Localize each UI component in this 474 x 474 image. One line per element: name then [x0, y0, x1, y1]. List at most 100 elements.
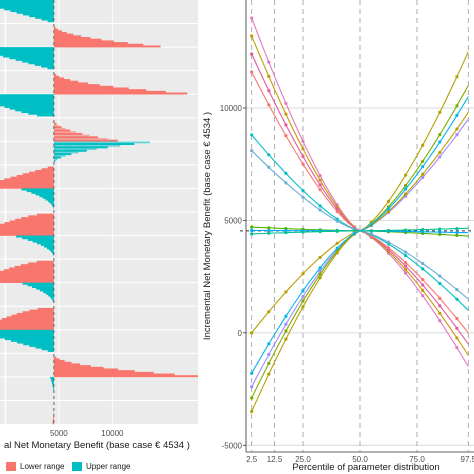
tornado-bar	[53, 122, 57, 125]
tornado-bar	[0, 181, 54, 184]
tornado-bar	[0, 223, 54, 226]
series-point	[318, 255, 322, 259]
tornado-bar	[49, 249, 54, 251]
tornado-bar	[49, 201, 54, 204]
series-point	[386, 207, 391, 211]
tornado-bar	[37, 114, 54, 117]
tornado-bar	[53, 82, 89, 85]
tornado-bar	[53, 388, 54, 391]
tornado-bar	[0, 272, 54, 275]
tornado-bar	[53, 45, 161, 48]
tornado-bar	[53, 254, 54, 257]
series-point	[455, 336, 459, 340]
tornado-bar	[0, 183, 54, 186]
tornado-bar	[53, 87, 129, 90]
tornado-bar	[53, 126, 62, 129]
series-point	[267, 352, 271, 357]
series-point	[421, 143, 425, 147]
tornado-bar	[0, 336, 54, 339]
series-point	[284, 314, 288, 318]
series-point	[455, 227, 459, 231]
tornado-bar	[35, 16, 54, 19]
tornado-bar	[51, 380, 54, 383]
series-point	[318, 183, 322, 187]
series-point	[438, 150, 442, 155]
tornado-bar	[53, 144, 121, 147]
series-point	[301, 154, 305, 159]
tornado-bar	[0, 232, 54, 235]
tornado-bar	[27, 238, 54, 241]
tornado-bar	[4, 338, 54, 341]
tornado-bar	[52, 383, 54, 386]
series-point	[421, 267, 425, 271]
series-point	[301, 305, 305, 309]
tornado-bar	[0, 230, 54, 233]
series-point	[404, 184, 408, 188]
tornado-bar	[53, 42, 128, 45]
tornado-bar	[0, 274, 54, 277]
y-tick-label: -5000	[222, 441, 243, 450]
tornado-bar	[28, 62, 54, 65]
series-point	[455, 230, 459, 235]
tornado-bar	[53, 30, 62, 33]
tornado-bar	[53, 158, 58, 161]
series-point	[250, 16, 254, 20]
tornado-bar	[39, 195, 54, 198]
x-tick-label: 97.5	[461, 455, 474, 464]
tornado-bar	[53, 154, 66, 157]
tornado-bar	[0, 95, 54, 98]
tornado-bar	[0, 6, 54, 9]
series-point	[250, 232, 254, 236]
tornado-bar	[35, 193, 54, 196]
tornado-bar	[53, 74, 57, 77]
tornado-bar	[9, 267, 54, 270]
tornado-bar	[53, 121, 55, 124]
tornado-bar	[16, 235, 54, 238]
series-point	[404, 228, 408, 232]
tornado-bar	[0, 328, 54, 331]
tornado-bar	[4, 178, 54, 181]
tornado-bar	[53, 124, 59, 127]
tornado-bar	[0, 333, 54, 336]
tornado-bar	[44, 245, 54, 248]
series-point	[301, 272, 305, 276]
series-point	[267, 372, 271, 376]
tornado-bar	[53, 141, 150, 144]
tornado-bar	[9, 220, 54, 223]
tornado-bar	[0, 3, 54, 6]
tornado-bar	[53, 84, 100, 87]
tornado-bar	[37, 242, 54, 245]
tornado-bar	[53, 26, 56, 29]
tornado-bar	[53, 356, 57, 359]
series-point	[284, 101, 288, 105]
x-axis-title: al Net Monetary Benefit (base case € 453…	[4, 440, 190, 451]
series-line	[251, 96, 469, 374]
tornado-bar	[11, 314, 54, 317]
series-point	[421, 288, 425, 292]
series-point	[455, 326, 459, 330]
x-tick-label: 10000	[101, 429, 124, 438]
series-point	[438, 296, 442, 300]
tornado-bar	[53, 77, 64, 80]
series-point	[421, 283, 425, 287]
tornado-bar	[22, 311, 54, 314]
series-point	[318, 178, 322, 182]
series-point	[455, 75, 459, 79]
series-point	[318, 269, 322, 273]
tornado-bar	[53, 371, 154, 374]
tornado-bar	[15, 58, 54, 61]
tornado-bar	[53, 139, 118, 142]
series-point	[335, 229, 339, 233]
series-point	[301, 188, 305, 193]
tornado-bar	[22, 60, 54, 63]
series-point	[301, 147, 305, 151]
tornado-bar	[40, 243, 54, 246]
series-point	[284, 134, 288, 138]
tornado-bar	[52, 422, 54, 425]
tornado-bar	[53, 127, 66, 130]
tornado-bar	[26, 190, 54, 193]
series-point	[404, 173, 408, 177]
tornado-bar	[53, 159, 56, 162]
tornado-bar	[0, 279, 54, 282]
series-point	[250, 70, 254, 74]
